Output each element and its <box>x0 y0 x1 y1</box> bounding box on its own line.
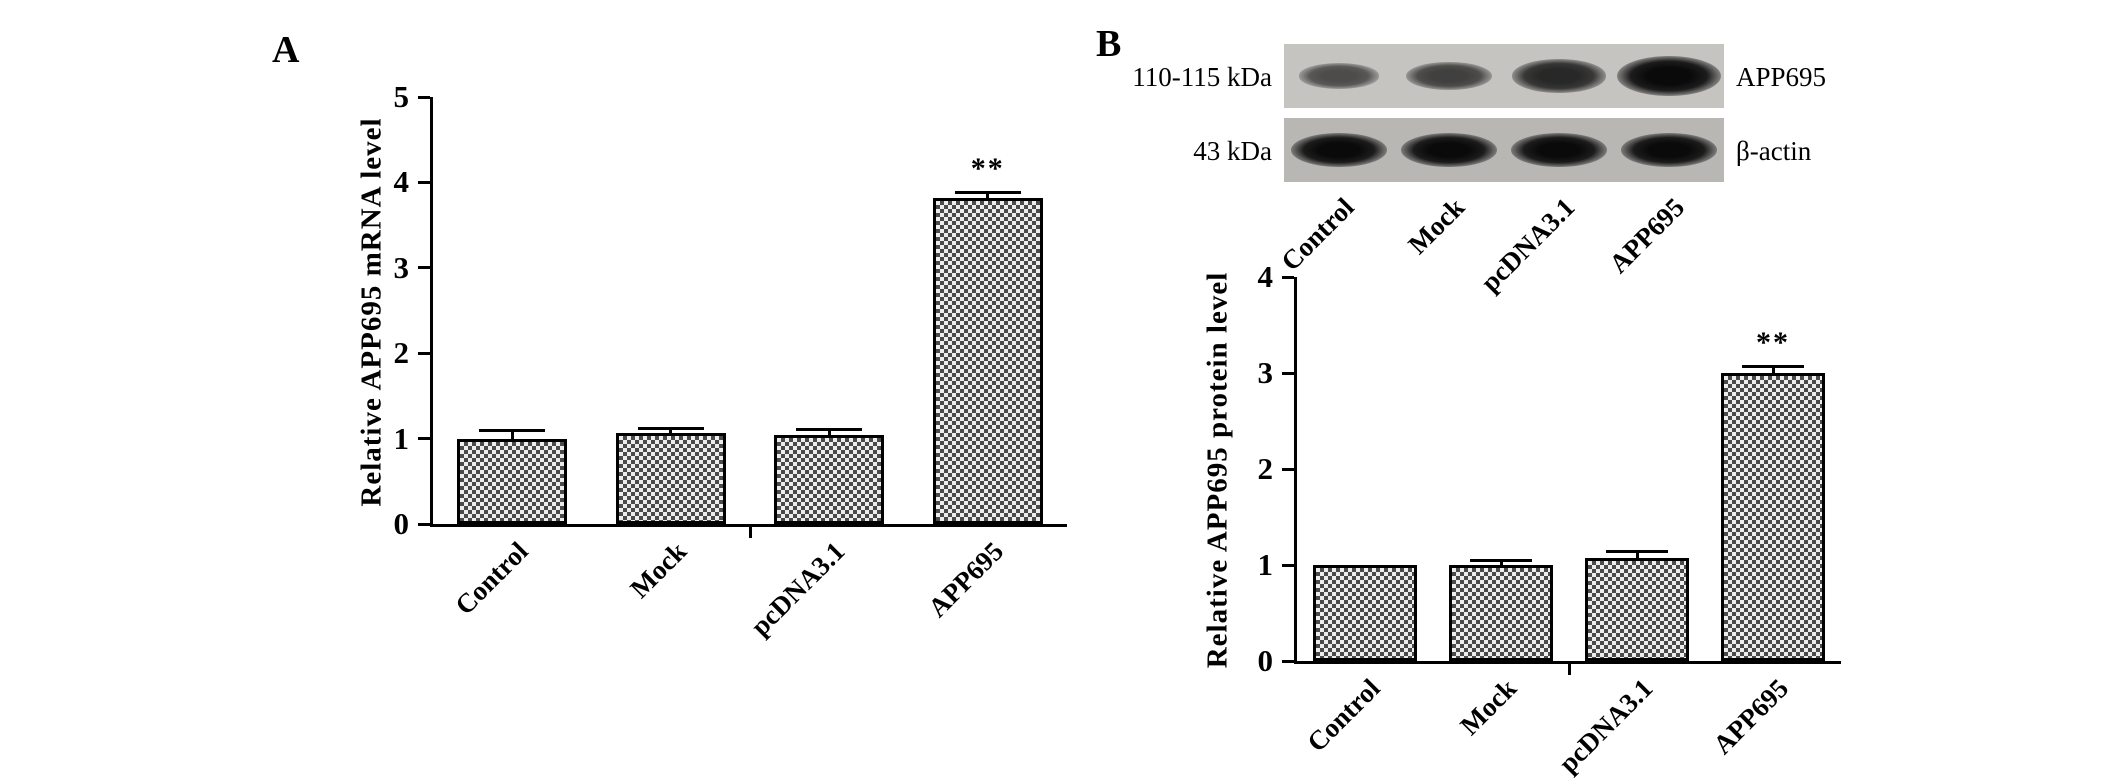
x-axis-category-label-text: Control <box>448 536 534 621</box>
y-axis-tick <box>1282 371 1294 375</box>
y-axis-tick-label: 2 <box>1257 451 1274 486</box>
bar-control <box>1313 565 1417 661</box>
y-axis-tick-label: 4 <box>393 164 410 200</box>
y-axis-tick-label: 3 <box>1257 355 1274 390</box>
blot-protein-label-app695: APP695 <box>1736 62 1827 92</box>
x-axis-category-label-text: Mock <box>624 536 692 604</box>
bar-app695 <box>932 197 1043 524</box>
blot-band-app695-lane4 <box>1617 56 1721 96</box>
error-bar-cap <box>1741 365 1805 369</box>
panel-a-label: A <box>272 29 300 71</box>
y-axis-tick-label: 5 <box>393 79 410 114</box>
y-axis-tick-label: 3 <box>393 249 410 285</box>
y-axis-tick <box>418 266 430 270</box>
y-axis-tick <box>1282 563 1294 567</box>
significance-label: ** <box>970 151 1005 185</box>
bar-app695 <box>1721 373 1825 661</box>
x-axis-category-label-text: pcDNA3.1 <box>1552 673 1659 779</box>
y-axis-tick-label: 1 <box>1257 547 1274 582</box>
y-axis-tick <box>418 522 430 526</box>
x-axis-category-label-text: Control <box>1301 673 1387 758</box>
y-axis-tick <box>1282 275 1294 279</box>
blot-band--actin-lane3 <box>1511 133 1607 167</box>
western-blot-image <box>1284 44 1724 182</box>
blot-band-app695-lane3 <box>1512 59 1606 93</box>
bar-mock <box>1449 565 1553 661</box>
error-bar-cap <box>479 428 546 432</box>
panel-b-plot-area: 0 1 2 3 4 Control Mock pcDNA3.1 APP695 ** <box>1258 259 1841 779</box>
y-axis-tick <box>1282 659 1294 663</box>
bar-pcdna3-1 <box>774 435 885 524</box>
y-axis-tick-label: 4 <box>1257 259 1274 294</box>
x-axis-category-label-text: APP695 <box>922 536 1009 623</box>
x-axis-category-label-text: APP695 <box>1707 673 1795 760</box>
y-axis-tick-label: 0 <box>1257 643 1274 678</box>
blot-band-app695-lane1 <box>1298 63 1380 89</box>
error-bar-cap <box>796 427 863 431</box>
y-axis-tick <box>418 95 430 99</box>
x-axis-tick <box>748 527 752 538</box>
y-axis-tick <box>418 437 430 441</box>
blot-band--actin-lane1 <box>1291 133 1387 167</box>
panel-b-label: B <box>1096 23 1122 65</box>
error-bar-whisker <box>1635 553 1639 559</box>
error-bar-cap <box>1469 559 1533 562</box>
significance-label: ** <box>1756 326 1790 360</box>
panel-a-plot-area: 0 1 2 3 4 5 Control Mock pcDNA3.1 APP695 ** <box>394 79 1067 642</box>
panel-b-bar-chart: 0 1 2 3 4 Control Mock pcDNA3.1 APP695 ** <box>1258 259 1841 779</box>
error-bar-whisker <box>827 430 831 436</box>
error-bar-whisker <box>1771 368 1775 373</box>
blot-row-app695 <box>1284 44 1724 108</box>
blot-band--actin-lane4 <box>1621 133 1717 167</box>
x-axis-category-label-text: pcDNA3.1 <box>744 536 851 642</box>
x-axis-tick <box>1567 664 1571 675</box>
blot-lane-label-text: APP695 <box>1603 192 1691 279</box>
blot-band-app695-lane2 <box>1406 62 1492 90</box>
error-bar-cap <box>1605 550 1669 554</box>
x-axis-category-label-text: Mock <box>1454 673 1523 741</box>
blot-lane-label-text: Control <box>1275 192 1361 277</box>
error-bar-cap <box>637 427 704 431</box>
error-bar-whisker <box>1499 562 1503 565</box>
blot-size-label-app695: 110-115 kDa <box>1132 62 1272 92</box>
panel-a-bar-chart: 0 1 2 3 4 5 Control Mock pcDNA3.1 APP695 ** <box>394 79 1067 642</box>
blot-size-label-actin: 43 kDa <box>1193 136 1272 166</box>
y-axis-tick-label: 1 <box>393 420 410 456</box>
y-axis-tick <box>418 351 430 355</box>
y-axis-tick-label: 2 <box>393 335 410 371</box>
bar-control <box>457 438 568 524</box>
blot-lane-label-text: Mock <box>1402 192 1471 260</box>
y-axis-tick <box>418 180 430 184</box>
error-bar-whisker <box>986 193 990 198</box>
bar-pcdna3-1 <box>1585 558 1689 661</box>
y-axis-tick <box>1282 467 1294 471</box>
bar-mock <box>615 433 726 524</box>
blot-band--actin-lane2 <box>1401 133 1497 167</box>
error-bar-whisker <box>510 431 514 439</box>
error-bar-whisker <box>669 430 673 434</box>
blot-row-beta-actin <box>1284 118 1724 182</box>
error-bar-cap <box>954 190 1021 194</box>
y-axis-tick-label: 0 <box>393 506 410 541</box>
blot-protein-label-actin: β-actin <box>1736 136 1812 166</box>
